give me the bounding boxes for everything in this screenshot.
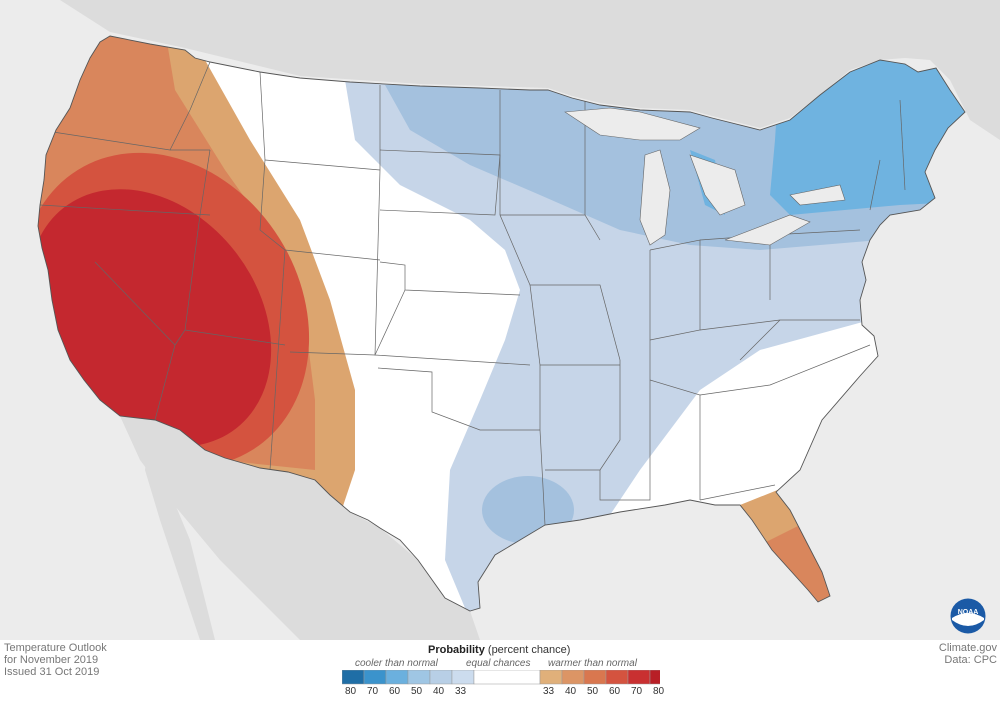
data-credit: Data: CPC [944,654,997,666]
source-site: Climate.gov [938,642,997,654]
svg-text:NOAA: NOAA [958,609,979,616]
legend-tick-cool-33: 33 [455,686,467,697]
legend-title-rest: (percent chance) [487,644,571,656]
mexico-land [120,416,480,640]
issued-date: Issued 31 Oct 2019 [4,666,100,678]
us-outline [37,35,966,612]
legend-tick-warm-70: 70 [631,686,643,697]
legend-tick-warm-60: 60 [609,686,621,697]
outlook-title: Temperature Outlook [4,642,107,654]
legend-color-bar [342,670,660,685]
baja-california [145,430,215,640]
legend-tick-warm-80: 80 [653,686,665,697]
legend-swatch-cool-5 [451,670,475,685]
source-info: Climate.gov Data: CPC [939,642,997,666]
legend-tick-warm-50: 50 [587,686,599,697]
legend-swatch-cool-0 [342,670,365,685]
legend-swatch-cool-3 [407,670,431,685]
lake-erie [724,214,811,246]
lake-ontario [789,184,846,206]
us-map-svg [0,0,1000,640]
legend-title-bold: Probability [428,644,485,656]
canada-land [0,0,1000,140]
above-normal-60-70-region [38,189,272,447]
legend-tick-cool-40: 40 [433,686,445,697]
outlook-map: NOAA [0,0,1000,640]
legend-swatch-equal [473,670,541,685]
outlook-period: for November 2019 [4,654,99,666]
legend-tick-cool-60: 60 [389,686,401,697]
legend-title: Probability (percent chance) [428,644,570,656]
legend-warmer-label: warmer than normal [548,658,637,669]
legend-swatch-cool-4 [429,670,453,685]
state-boundaries [39,61,906,526]
legend-swatch-warm-5 [649,670,660,685]
legend-tick-warm-33: 33 [543,686,555,697]
legend-swatch-warm-2 [583,670,607,685]
legend-tick-cool-80: 80 [345,686,357,697]
lake-superior [564,107,701,141]
noaa-logo: NOAA [950,598,986,634]
legend-swatch-warm-0 [539,670,563,685]
legend-swatch-warm-3 [605,670,629,685]
footer: Temperature Outlook for November 2019 Is… [0,640,1000,704]
legend-swatch-warm-4 [627,670,651,685]
lake-michigan [639,149,671,246]
legend-tick-warm-40: 40 [565,686,577,697]
outlook-info: Temperature Outlook for November 2019 Is… [4,642,107,678]
above-normal-florida-40-50 [760,525,835,611]
legend-cooler-label: cooler than normal [355,658,438,669]
legend-swatch-warm-1 [561,670,585,685]
legend-swatch-cool-1 [363,670,387,685]
legend-tick-cool-50: 50 [411,686,423,697]
legend-equal-label: equal chances [466,658,531,669]
lake-huron [689,154,746,216]
legend-tick-cool-70: 70 [367,686,379,697]
legend-swatch-cool-2 [385,670,409,685]
